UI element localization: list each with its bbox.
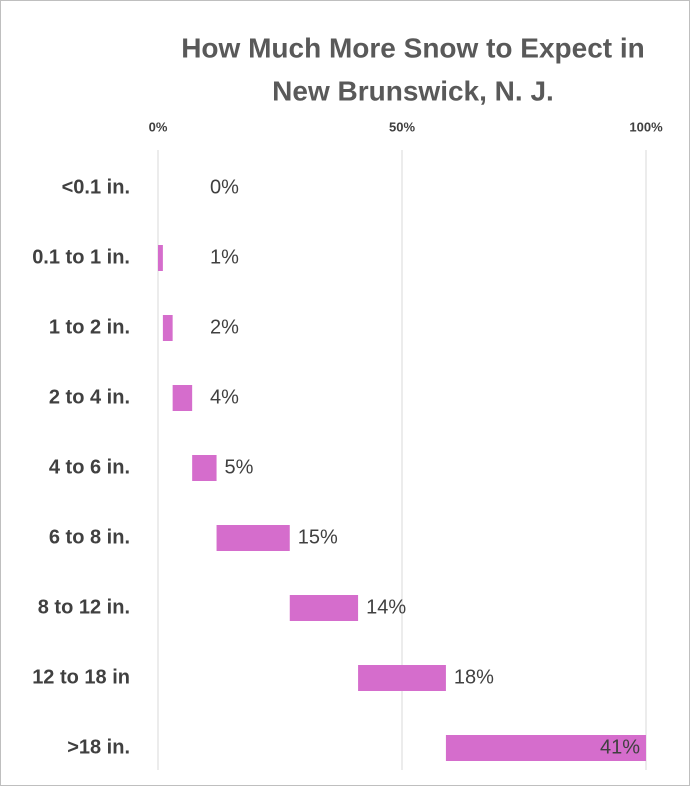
data-label: 41% (600, 736, 640, 758)
x-tick-label: 100% (629, 119, 663, 134)
chart-title: How Much More Snow to Expect in (181, 32, 645, 63)
bar (445, 735, 646, 761)
bar (158, 245, 163, 271)
bar (289, 595, 359, 621)
category-label: 6 to 8 in. (49, 526, 130, 548)
data-label: 5% (225, 456, 254, 478)
category-label: 12 to 18 in (32, 666, 130, 688)
bar (358, 665, 446, 691)
bar (172, 385, 193, 411)
bar (216, 525, 290, 551)
data-label: 2% (210, 316, 239, 338)
category-label: >18 in. (67, 736, 130, 758)
data-label: 18% (454, 666, 494, 688)
category-label: 2 to 4 in. (49, 386, 130, 408)
data-label: 14% (366, 596, 406, 618)
category-label: 1 to 2 in. (49, 316, 130, 338)
bar (162, 315, 173, 341)
category-label: 0.1 to 1 in. (32, 246, 130, 268)
data-label: 0% (210, 176, 239, 198)
x-tick-label: 0% (149, 119, 168, 134)
bar (192, 455, 217, 481)
category-label: 8 to 12 in. (38, 596, 130, 618)
data-label: 1% (210, 246, 239, 268)
chart-title: New Brunswick, N. J. (272, 75, 554, 106)
x-tick-label: 50% (389, 119, 415, 134)
category-label: <0.1 in. (62, 176, 130, 198)
data-label: 4% (210, 386, 239, 408)
data-label: 15% (298, 526, 338, 548)
category-label: 4 to 6 in. (49, 456, 130, 478)
